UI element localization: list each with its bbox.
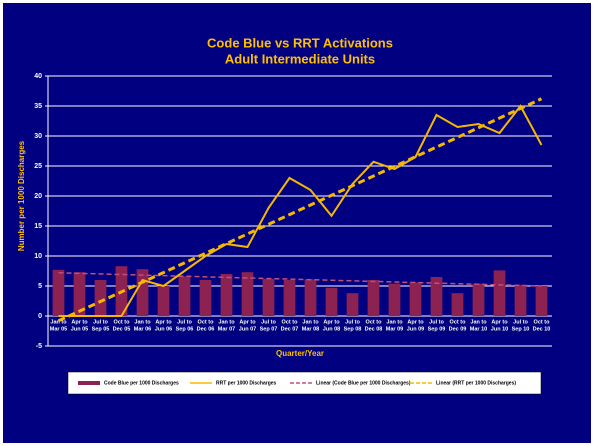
x-tick-label: Mar 09 <box>386 326 403 332</box>
bar <box>73 272 86 316</box>
bar <box>535 286 548 316</box>
x-tick-label: Oct to <box>366 319 383 325</box>
x-tick-label: Jul to <box>261 319 276 325</box>
x-tick-label: Sep 06 <box>176 326 194 332</box>
x-tick-label: Apr to <box>407 319 424 325</box>
bar <box>241 272 254 316</box>
bar <box>52 269 65 316</box>
x-axis-label: Quarter/Year <box>276 349 324 358</box>
bar <box>199 280 212 316</box>
y-tick-label: 35 <box>34 103 42 110</box>
x-tick-label: Dec 05 <box>113 326 131 332</box>
x-tick-label: Dec 09 <box>449 326 467 332</box>
x-tick-label: Jan to <box>386 319 403 325</box>
x-tick-label: Mar 05 <box>50 326 67 332</box>
x-tick-label: Jan to <box>470 319 487 325</box>
y-tick-label: 40 <box>34 73 42 80</box>
chart-subtitle: Adult Intermediate Units <box>225 51 375 66</box>
x-tick-label: Jul to <box>93 319 108 325</box>
x-tick-label: Mar 08 <box>302 326 319 332</box>
x-tick-label: Oct to <box>114 319 131 325</box>
x-tick-label: Jan to <box>218 319 235 325</box>
bar <box>220 274 233 316</box>
bar <box>430 277 443 316</box>
x-tick-label: Jan to <box>302 319 319 325</box>
x-tick-label: Jan to <box>50 319 67 325</box>
bar <box>262 278 275 316</box>
x-tick-label: Oct to <box>282 319 299 325</box>
bar <box>94 280 107 316</box>
x-tick-label: Sep 08 <box>344 326 362 332</box>
trend-line <box>58 272 542 287</box>
bar <box>178 276 191 316</box>
legend-label: Code Blue per 1000 Discharges <box>104 380 179 386</box>
y-tick-label: 5 <box>38 283 42 290</box>
bar <box>388 283 401 316</box>
y-tick-label: 0 <box>38 313 42 320</box>
x-tick-label: Apr to <box>323 319 340 325</box>
x-tick-label: Dec 08 <box>365 326 383 332</box>
bar <box>472 283 485 316</box>
x-tick-label: Jun 05 <box>71 326 88 332</box>
x-tick-label: Apr to <box>491 319 508 325</box>
x-tick-label: Dec 07 <box>281 326 299 332</box>
y-tick-label: -5 <box>36 343 42 350</box>
y-tick-label: 25 <box>34 163 42 170</box>
bar <box>136 269 149 316</box>
x-tick-label: Mar 07 <box>218 326 235 332</box>
trend-line <box>57 97 543 323</box>
bar <box>367 280 380 316</box>
x-tick-label: Dec 06 <box>197 326 215 332</box>
bar <box>325 287 338 316</box>
x-tick-label: Oct to <box>198 319 215 325</box>
y-tick-label: 20 <box>34 193 42 200</box>
x-tick-label: Jun 09 <box>407 326 424 332</box>
x-tick-label: Jul to <box>345 319 360 325</box>
bar <box>451 293 464 316</box>
x-tick-label: Apr to <box>239 319 256 325</box>
x-tick-label: Sep 10 <box>512 326 530 332</box>
legend-label: Linear (RRT per 1000 Discharges) <box>436 380 516 386</box>
bar <box>283 280 296 316</box>
x-tick-label: Jun 06 <box>155 326 172 332</box>
x-tick-label: Apr to <box>155 319 172 325</box>
x-tick-label: Mar 10 <box>470 326 487 332</box>
x-tick-label: Jun 08 <box>323 326 340 332</box>
y-tick-label: 30 <box>34 133 42 140</box>
bar <box>409 282 422 316</box>
legend-label: RRT per 1000 Discharges <box>216 380 277 386</box>
x-tick-label: Oct to <box>534 319 551 325</box>
x-tick-label: Oct to <box>450 319 467 325</box>
line <box>58 104 543 317</box>
bar <box>493 270 506 316</box>
bar <box>346 293 359 316</box>
y-tick-label: 10 <box>34 253 42 260</box>
x-tick-label: Apr to <box>71 319 88 325</box>
y-axis-label: Number per 1000 Discharges <box>17 140 26 251</box>
bar <box>157 286 170 316</box>
x-tick-label: Jun 10 <box>491 326 508 332</box>
chart-title: Code Blue vs RRT Activations <box>207 35 393 50</box>
legend-label: Linear (Code Blue per 1000 Discharges) <box>316 380 411 386</box>
x-tick-label: Sep 09 <box>428 326 446 332</box>
bar <box>514 284 527 316</box>
x-tick-label: Jul to <box>429 319 444 325</box>
x-tick-label: Mar 06 <box>134 326 151 332</box>
x-tick-label: Sep 05 <box>92 326 110 332</box>
x-tick-label: Jul to <box>177 319 192 325</box>
y-tick-label: 15 <box>34 223 42 230</box>
x-tick-label: Jan to <box>134 319 151 325</box>
x-tick-label: Jul to <box>513 319 528 325</box>
x-tick-label: Dec 10 <box>533 326 551 332</box>
bar <box>304 279 317 316</box>
x-tick-label: Jun 07 <box>239 326 256 332</box>
x-tick-label: Sep 07 <box>260 326 278 332</box>
